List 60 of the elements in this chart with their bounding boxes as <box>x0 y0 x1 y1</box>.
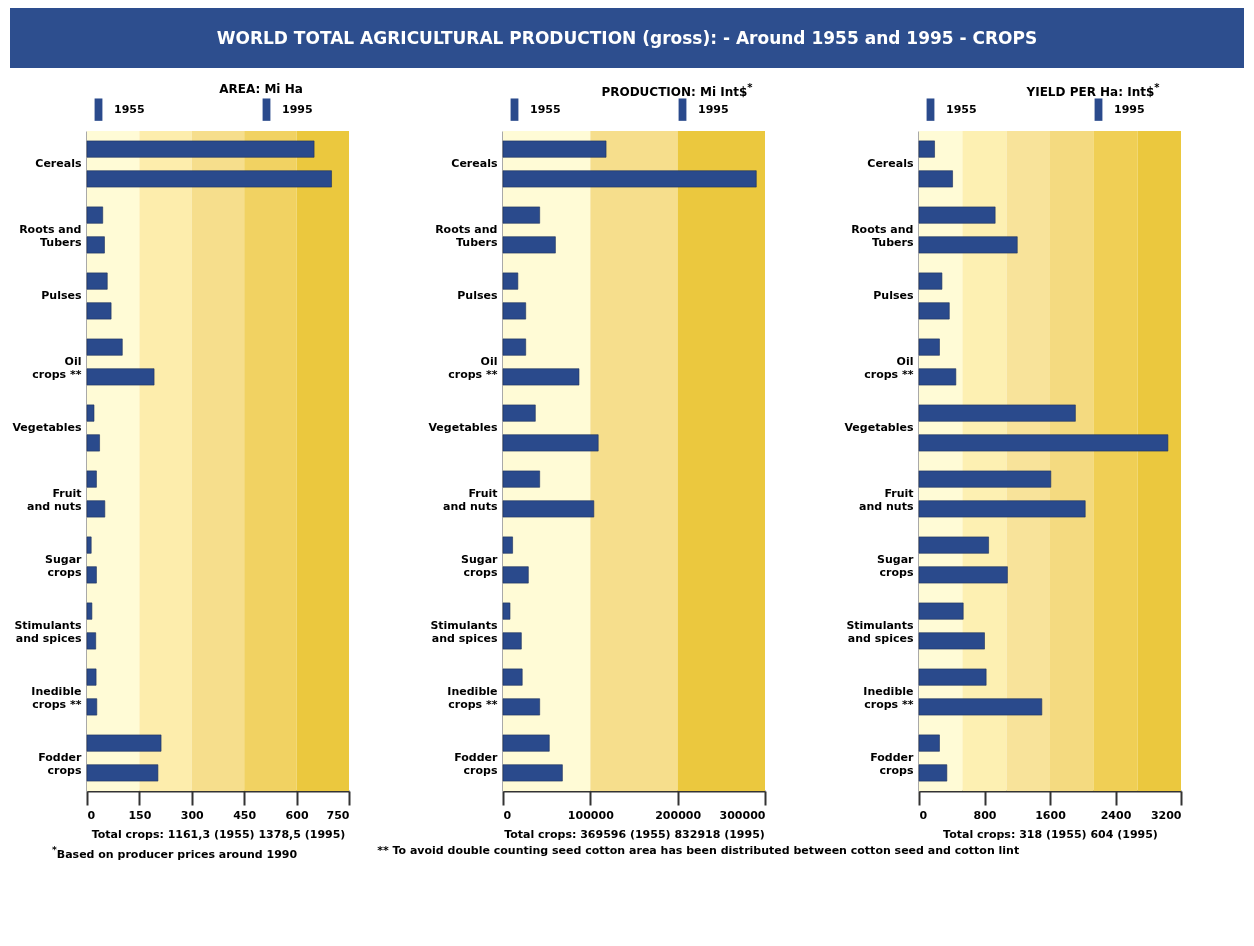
x-tick-label: 3200 <box>1150 808 1182 822</box>
x-tick-label: 0 <box>503 808 512 822</box>
y-tick-label: Stimulants and spices <box>430 619 498 645</box>
x-tick-label: 300000 <box>719 808 766 822</box>
y-tick-label: Sugar crops <box>877 553 915 579</box>
legend-label: 1955 <box>946 102 977 116</box>
y-tick-label: Oil crops ** <box>864 355 914 381</box>
y-tick-label: Inedible crops ** <box>447 685 498 711</box>
x-axis-title: Total crops: 318 (1955) 604 (1995) <box>943 827 1158 841</box>
y-tick-label: Sugar crops <box>461 553 499 579</box>
x-tick-label: 100000 <box>567 808 615 822</box>
x-tick-label: 300 <box>180 808 205 822</box>
y-tick-label: Oil crops ** <box>448 355 498 381</box>
y-tick-label: Vegetables <box>428 421 498 434</box>
legend-label: 1995 <box>282 102 313 116</box>
y-tick-label: Fruit and nuts <box>27 487 82 513</box>
y-tick-label: Sugar crops <box>45 553 83 579</box>
x-tick-label: 750 <box>326 808 350 822</box>
y-tick-label: Inedible crops ** <box>863 685 914 711</box>
y-tick-label: Inedible crops ** <box>31 685 82 711</box>
x-tick-label: 600 <box>285 808 309 822</box>
x-axis-title: Total crops: 1161,3 (1955) 1378,5 (1995) <box>91 827 346 841</box>
x-tick-label: 0 <box>919 808 928 822</box>
text: $^{*}$Based on producer prices around 1990 <box>52 844 298 861</box>
y-tick-label: Stimulants and spices <box>14 619 82 645</box>
text: ** To avoid double counting seed cotton area has been distributed between cotton seed and cotton lint <box>377 844 1020 859</box>
x-tick-label: 1600 <box>1035 808 1067 822</box>
x-axis-title: Total crops: 369596 (1955) 832918 (1995) <box>504 827 765 841</box>
x-tick-label: 450 <box>233 808 257 822</box>
y-tick-label: Fruit and nuts <box>859 487 914 513</box>
y-tick-label: Pulses <box>873 289 914 302</box>
x-tick-label: 0 <box>87 808 96 822</box>
y-tick-label: Pulses <box>41 289 82 302</box>
chart-subtitle: YIELD PER Ha: Int$$^{*}$ <box>1025 82 1161 99</box>
y-tick-label: Roots and Tubers <box>435 223 498 249</box>
legend-label: 1955 <box>114 102 145 116</box>
legend-label: 1995 <box>1114 102 1145 116</box>
y-tick-label: Pulses <box>457 289 498 302</box>
text: WORLD TOTAL AGRICULTURAL PRODUCTION (gross): - Around 1955 and 1995 - CROPS <box>10 8 1244 68</box>
y-tick-label: Roots and Tubers <box>19 223 82 249</box>
legend-label: 1995 <box>698 102 729 116</box>
x-tick-label: 2400 <box>1100 808 1132 822</box>
y-tick-label: Cereals <box>867 157 914 170</box>
chart-subtitle: AREA: Mi Ha <box>218 82 304 98</box>
y-tick-label: Cereals <box>451 157 498 170</box>
y-tick-label: Fodder crops <box>454 751 499 777</box>
x-tick-label: 150 <box>128 808 152 822</box>
y-tick-label: Oil crops ** <box>32 355 82 381</box>
y-tick-label: Vegetables <box>12 421 82 434</box>
y-tick-label: Fruit and nuts <box>443 487 498 513</box>
y-tick-label: Fodder crops <box>38 751 83 777</box>
x-tick-label: 800 <box>973 808 997 822</box>
y-tick-label: Fodder crops <box>870 751 915 777</box>
y-tick-label: Stimulants and spices <box>846 619 914 645</box>
y-tick-label: Vegetables <box>844 421 914 434</box>
chart-subtitle: PRODUCTION: Mi Int$$^{*}$ <box>600 82 754 99</box>
y-tick-label: Roots and Tubers <box>851 223 914 249</box>
x-tick-label: 200000 <box>655 808 702 822</box>
y-tick-label: Cereals <box>35 157 82 170</box>
legend-label: 1955 <box>530 102 561 116</box>
